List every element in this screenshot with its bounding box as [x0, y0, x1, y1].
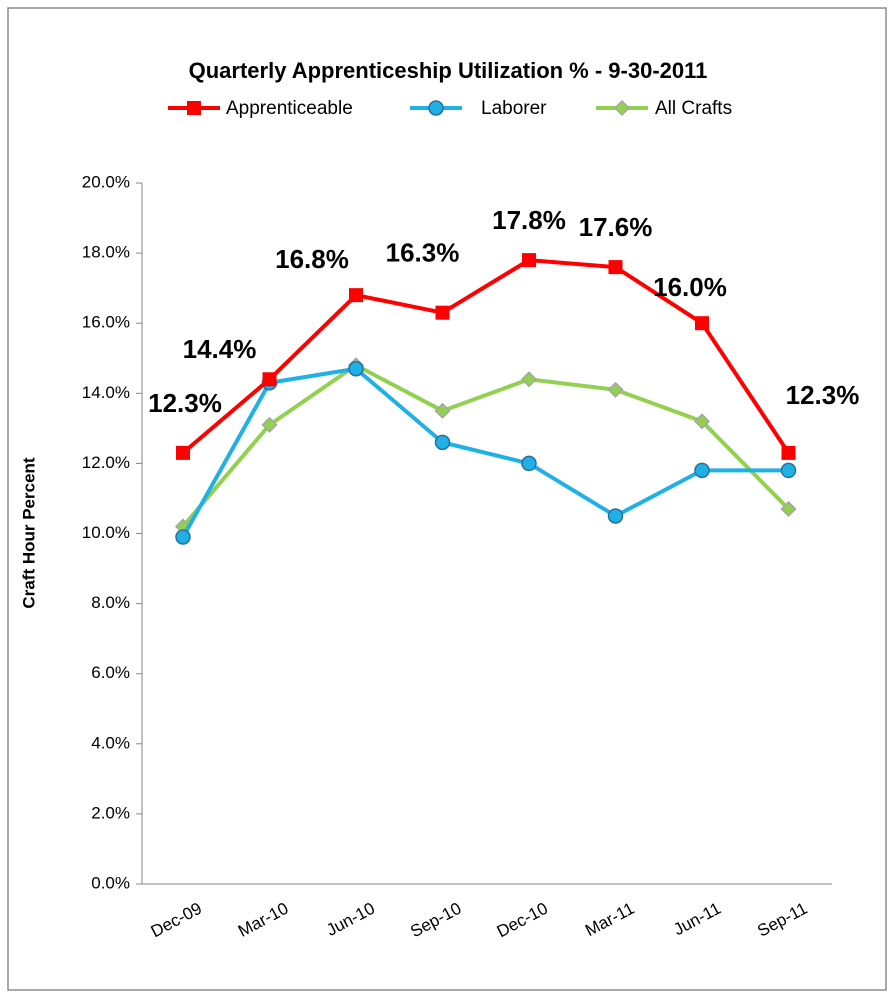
- y-tick-label: 0.0%: [91, 873, 130, 892]
- point: [434, 402, 451, 419]
- point: [176, 445, 190, 460]
- point: [434, 434, 451, 451]
- point: [521, 455, 537, 472]
- point: [261, 416, 278, 433]
- point: [780, 462, 797, 479]
- point: [522, 253, 536, 268]
- point: [608, 260, 623, 275]
- legend-marker: [428, 100, 444, 116]
- point: [607, 381, 624, 398]
- data-label: 12.3%: [148, 388, 222, 418]
- data-label: 14.4%: [183, 334, 257, 364]
- data-label: 12.3%: [786, 380, 860, 410]
- y-tick-label: 2.0%: [91, 803, 130, 822]
- point: [435, 305, 450, 320]
- point: [781, 445, 796, 460]
- point: [694, 462, 710, 479]
- data-label: 17.6%: [579, 212, 653, 242]
- y-tick-label: 18.0%: [82, 243, 130, 262]
- point: [780, 500, 797, 518]
- chart-frame: [7, 7, 887, 991]
- point: [349, 288, 363, 303]
- series-line: [181, 363, 790, 528]
- y-tick-label: 14.0%: [82, 383, 130, 402]
- y-tick-label: 20.0%: [82, 172, 130, 191]
- point: [262, 372, 277, 387]
- point: [695, 316, 709, 331]
- y-tick-label: 6.0%: [91, 663, 130, 682]
- point: [348, 361, 364, 377]
- point: [175, 529, 191, 545]
- y-tick-label: 12.0%: [82, 453, 130, 472]
- data-label: 16.0%: [653, 272, 727, 302]
- chart-title: Quarterly Apprenticeship Utilization % -…: [189, 58, 708, 83]
- data-label: 17.8%: [492, 205, 566, 235]
- y-tick-label: 10.0%: [82, 523, 130, 542]
- y-axis-label: Craft Hour Percent: [19, 457, 38, 608]
- legend-label: Apprenticeable: [226, 98, 353, 119]
- y-tick-label: 8.0%: [91, 593, 130, 612]
- series-line: [181, 258, 791, 455]
- y-tick-label: 16.0%: [82, 313, 130, 332]
- legend-label: All Crafts: [655, 98, 732, 119]
- legend-marker: [613, 99, 631, 117]
- legend-label: Laborer: [481, 98, 547, 119]
- data-label: 16.3%: [386, 238, 460, 268]
- point: [693, 413, 711, 430]
- legend-marker: [187, 101, 201, 115]
- series-line: [181, 366, 789, 538]
- point: [607, 508, 624, 524]
- point: [520, 371, 538, 388]
- y-tick-label: 4.0%: [91, 733, 130, 752]
- data-label: 16.8%: [275, 244, 349, 274]
